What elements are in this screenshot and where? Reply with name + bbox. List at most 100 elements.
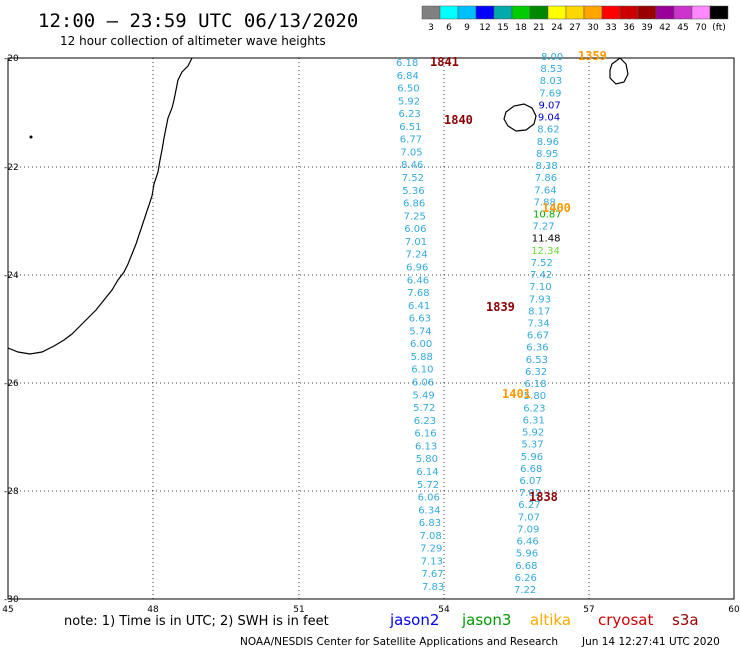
legend-swatch bbox=[637, 5, 657, 20]
legend-swatch bbox=[547, 5, 567, 20]
wave-height-label: 5.72 bbox=[413, 403, 435, 414]
wave-height-label: 6.18 bbox=[396, 58, 418, 69]
wave-height-label: 6.34 bbox=[418, 505, 440, 516]
wave-height-label: 6.31 bbox=[523, 415, 545, 426]
wave-height-label: 7.13 bbox=[421, 556, 443, 567]
wave-height-label: 5.80 bbox=[416, 454, 438, 465]
wave-height-label: 7.34 bbox=[528, 319, 550, 330]
legend-label: 30 bbox=[587, 23, 599, 33]
pass-time-label: 1839 bbox=[486, 300, 515, 314]
wave-height-label: 7.86 bbox=[535, 173, 557, 184]
satellite-name: s3a bbox=[672, 611, 699, 629]
wave-height-label: 7.08 bbox=[420, 531, 442, 542]
wave-height-label: 7.68 bbox=[407, 288, 429, 299]
wave-height-label: 6.13 bbox=[415, 441, 437, 452]
wave-height-label: 6.46 bbox=[407, 275, 429, 286]
legend-label: 3 bbox=[428, 23, 434, 33]
lon-tick-label: 51 bbox=[293, 605, 304, 615]
wave-height-label: 6.07 bbox=[520, 476, 542, 487]
wave-height-label: 8.53 bbox=[540, 64, 562, 75]
wave-height-label: 6.32 bbox=[525, 367, 547, 378]
wave-height-label: 6.46 bbox=[517, 537, 539, 548]
wave-height-label: 7.52 bbox=[531, 258, 553, 269]
wave-height-label: 11.48 bbox=[532, 234, 561, 245]
wave-height-label: 5.72 bbox=[417, 480, 439, 491]
wave-height-label: 8.38 bbox=[536, 161, 558, 172]
wave-height-label: 6.06 bbox=[418, 493, 440, 504]
wave-height-label: 12.34 bbox=[531, 246, 560, 257]
legend-swatch bbox=[565, 5, 585, 20]
wave-height-label: 6.23 bbox=[399, 109, 421, 120]
legend-swatch bbox=[457, 5, 477, 20]
wave-height-label: 6.23 bbox=[414, 416, 436, 427]
wave-height-label: 7.42 bbox=[530, 270, 552, 281]
wave-height-label: 8.62 bbox=[537, 125, 559, 136]
wave-height-label: 5.74 bbox=[409, 326, 431, 337]
wave-height-label: 7.09 bbox=[517, 524, 539, 535]
pass-time-label: 1841 bbox=[430, 55, 459, 69]
legend-swatch bbox=[439, 5, 459, 20]
pass-time-label: 1838 bbox=[529, 490, 558, 504]
legend-label: 45 bbox=[677, 23, 688, 33]
wave-height-label: 6.51 bbox=[399, 122, 421, 133]
map-gridlines bbox=[8, 58, 734, 599]
wave-height-label: 7.22 bbox=[514, 585, 536, 596]
lat-tick-label: -30 bbox=[4, 595, 19, 605]
wave-height-label: 6.26 bbox=[515, 573, 537, 584]
wave-height-label: 7.52 bbox=[402, 173, 424, 184]
wave-height-label: 8.46 bbox=[401, 160, 423, 171]
track-time-labels: 1841 1840 1839 1838 1359 1400 1401 bbox=[430, 49, 607, 504]
wave-height-label: 7.69 bbox=[539, 88, 561, 99]
wave-height-label: 6.68 bbox=[515, 561, 537, 572]
wave-height-label: 8.17 bbox=[528, 306, 550, 317]
legend-swatch bbox=[583, 5, 603, 20]
wave-height-label: 7.67 bbox=[421, 569, 443, 580]
lon-tick-label: 57 bbox=[583, 605, 594, 615]
legend-label: 12 bbox=[479, 23, 490, 33]
wave-height-label: 6.27 bbox=[518, 500, 540, 511]
wave-height-label: 7.27 bbox=[532, 222, 554, 233]
wave-height-label: 6.68 bbox=[520, 464, 542, 475]
wave-height-label: 5.36 bbox=[402, 186, 424, 197]
wave-height-label: 6.63 bbox=[409, 314, 431, 325]
wave-height-label: 6.06 bbox=[404, 224, 426, 235]
wave-height-label: 6.41 bbox=[408, 301, 430, 312]
legend-swatch bbox=[421, 5, 441, 20]
lon-tick-label: 48 bbox=[147, 605, 159, 615]
madagascar-coastline bbox=[7, 57, 193, 355]
legend-swatch bbox=[619, 5, 639, 20]
credit-line: NOAA/NESDIS Center for Satellite Applica… bbox=[240, 636, 558, 648]
figure-title: 12:00 – 23:59 UTC 06/13/2020 bbox=[38, 10, 358, 32]
footer-note: note: 1) Time is in UTC; 2) SWH is in fe… bbox=[64, 614, 329, 629]
wave-height-label: 6.14 bbox=[416, 467, 438, 478]
wave-height-label: 5.49 bbox=[413, 390, 435, 401]
legend-label: 33 bbox=[605, 23, 616, 33]
wave-height-label: 5.80 bbox=[524, 391, 546, 402]
satellite-name: jason2 bbox=[389, 611, 439, 629]
pass-time-label: 1401 bbox=[502, 387, 531, 401]
lon-tick-label: 54 bbox=[438, 605, 450, 615]
map-panel: 45 48 51 54 57 60-20-22-24-26-28-30 6.186.846… bbox=[2, 49, 740, 615]
legend-swatch bbox=[709, 5, 729, 20]
wave-height-label: 7.83 bbox=[422, 582, 444, 593]
map-tick-labels: 45 48 51 54 57 60 -20 -22 -24 -26 -28 -30 bbox=[2, 54, 740, 615]
wave-height-label: 6.16 bbox=[414, 429, 436, 440]
wave-height-label: 7.25 bbox=[404, 211, 426, 222]
wave-height-label: 7.01 bbox=[405, 237, 427, 248]
satellite-name: altika bbox=[530, 611, 571, 629]
wave-height-label: 8.96 bbox=[537, 137, 559, 148]
satellite-name: cryosat bbox=[598, 611, 653, 629]
wave-height-label: 7.10 bbox=[529, 282, 551, 293]
wave-height-label: 7.64 bbox=[534, 185, 556, 196]
timestamp: Jun 14 12:27:41 UTC 2020 bbox=[581, 636, 720, 648]
legend-label: 36 bbox=[623, 23, 635, 33]
wave-height-label: 7.02 bbox=[519, 488, 541, 499]
legend-label: 24 bbox=[551, 23, 563, 33]
lat-tick-label: -24 bbox=[4, 271, 19, 281]
legend-swatch bbox=[529, 5, 549, 20]
pass-time-label: 1359 bbox=[578, 49, 607, 63]
wave-height-label: 6.23 bbox=[523, 403, 545, 414]
legend-swatch bbox=[673, 5, 693, 20]
legend-label: (ft) bbox=[712, 23, 726, 33]
wave-height-label: 5.92 bbox=[398, 96, 420, 107]
